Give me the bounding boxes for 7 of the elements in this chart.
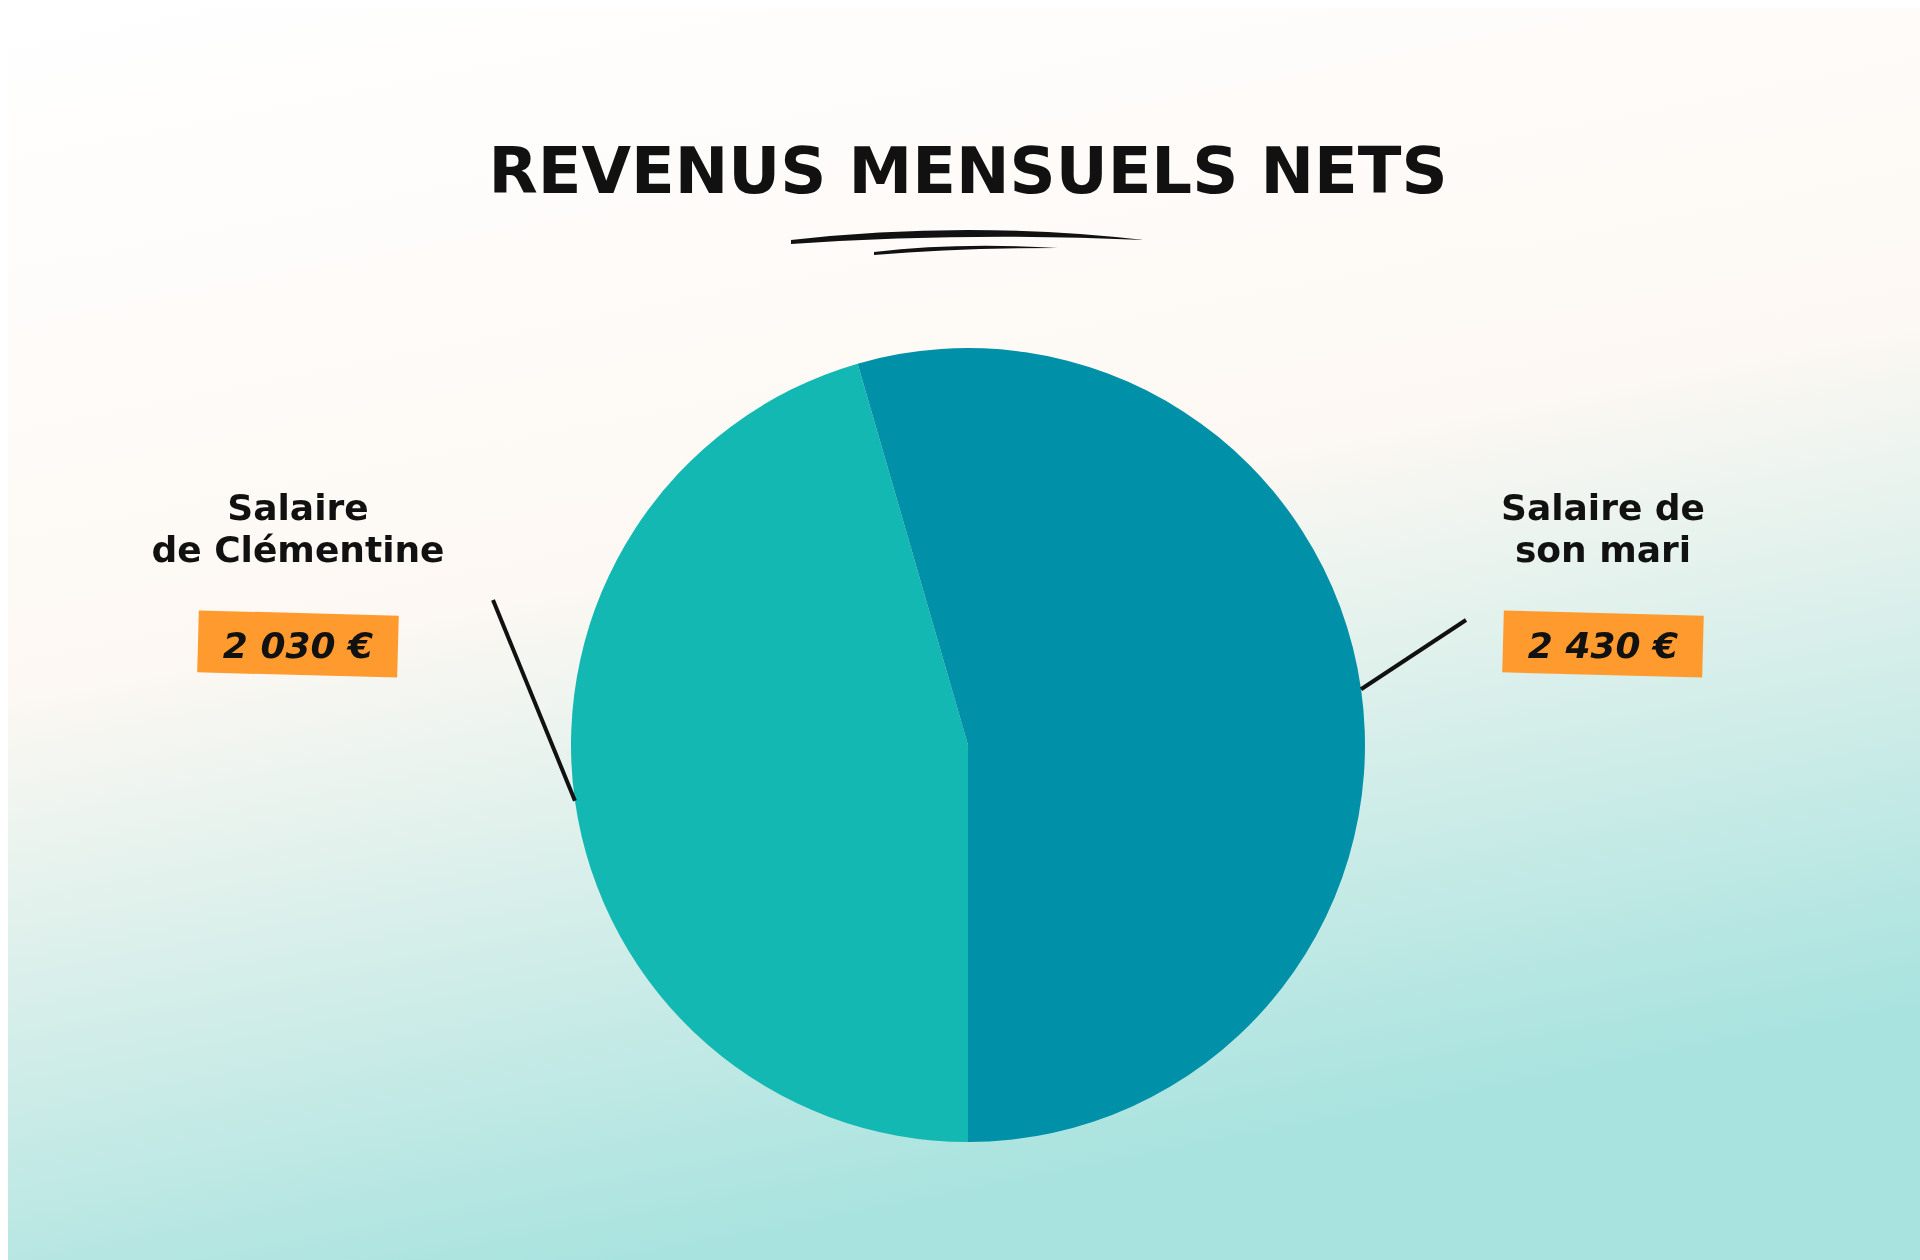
slice-label: Salaire de son mari (1500, 487, 1706, 570)
data-label: 2 030 € (222, 625, 374, 666)
pie-slice (857, 348, 1365, 1142)
pie-slice (571, 363, 968, 1142)
data-label: 2 430 € (1527, 625, 1679, 666)
slice-label: Salaire de Clémentine (151, 487, 445, 570)
chart-title: REVENUS MENSUELS NETS (488, 134, 1448, 208)
